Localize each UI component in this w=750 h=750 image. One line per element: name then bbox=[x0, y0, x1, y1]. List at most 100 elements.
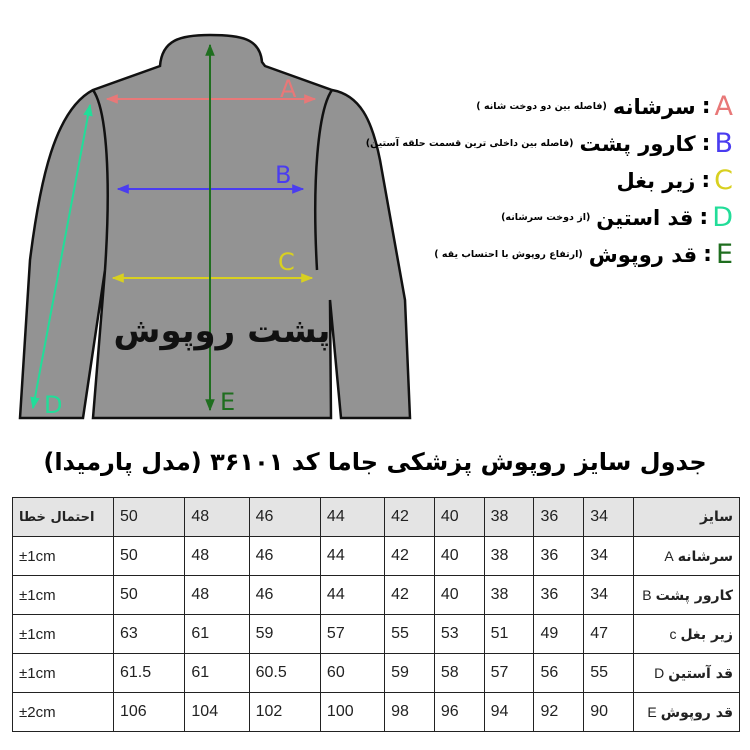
header-size-label: سایز bbox=[633, 497, 740, 537]
table-row: سرشانهA 34 36 38 40 42 44 46 48 50 ±1cm bbox=[12, 536, 740, 576]
error-cell: ±2cm bbox=[12, 692, 114, 732]
marker-b: B bbox=[275, 161, 291, 189]
value-cell: 96 bbox=[433, 692, 485, 732]
value-cell: 48 bbox=[184, 575, 250, 615]
legend-item: C: زیر بغل bbox=[366, 162, 733, 199]
value-cell: 90 bbox=[583, 692, 634, 732]
value-cell: 44 bbox=[319, 536, 386, 576]
value-cell: 40 bbox=[433, 575, 485, 615]
legend-note: (از دوخت سرشانه) bbox=[501, 212, 591, 223]
legend-colon: : bbox=[703, 242, 712, 267]
size-table: سایز 34 36 38 40 42 44 46 48 50 احتمال خطا سرشانهA 3… bbox=[12, 497, 740, 732]
value-cell: 58 bbox=[433, 653, 485, 693]
value-cell: 55 bbox=[583, 653, 634, 693]
legend-note: (ارتفاع روپوش با احتساب یقه ) bbox=[434, 249, 583, 260]
row-label-cell: قد روپوشE bbox=[633, 692, 740, 732]
size-table-title: جدول سایز روپوش پزشکی جاما کد ۳۶۱۰۱ (مدل… bbox=[43, 448, 707, 476]
table-header-row: سایز 34 36 38 40 42 44 46 48 50 احتمال خطا bbox=[12, 497, 740, 537]
table-row: زیر بغلc 47 49 51 53 55 57 59 61 63 ±1cm bbox=[12, 614, 740, 654]
value-cell: 61 bbox=[184, 653, 250, 693]
legend-note: (فاصله بین داخلی ترین قسمت حلقه آستین) bbox=[365, 138, 574, 149]
legend-note: (فاصله بین دو دوخت شانه ) bbox=[476, 101, 607, 112]
value-cell: 34 bbox=[583, 536, 634, 576]
legend-title: قد روپوش bbox=[588, 242, 698, 267]
header-error-label: احتمال خطا bbox=[12, 497, 114, 537]
value-cell: 104 bbox=[184, 692, 250, 732]
marker-c: C bbox=[278, 248, 295, 276]
value-cell: 56 bbox=[533, 653, 585, 693]
value-cell: 50 bbox=[112, 536, 186, 576]
legend-letter: E bbox=[715, 239, 733, 270]
garment-diagram: A B C D E پشت روپوش bbox=[18, 33, 412, 420]
table-row: قد آستینD 55 56 57 58 59 60 60.5 61 61.5 ±1cm bbox=[12, 653, 740, 693]
header-size-cell: 36 bbox=[533, 497, 585, 537]
legend-title: کارور پشت bbox=[579, 131, 696, 156]
value-cell: 60 bbox=[319, 653, 386, 693]
marker-e: E bbox=[220, 388, 235, 416]
header-size-cell: 48 bbox=[184, 497, 250, 537]
legend-item: A: سرشانه (فاصله بین دو دوخت شانه ) bbox=[366, 88, 733, 125]
marker-d: D bbox=[44, 391, 62, 419]
legend-title: زیر بغل bbox=[616, 168, 696, 193]
legend-letter: B bbox=[714, 128, 733, 159]
row-label-cell: قد آستینD bbox=[633, 653, 740, 693]
measurement-legend: A: سرشانه (فاصله بین دو دوخت شانه ) B: کارو… bbox=[366, 88, 733, 273]
value-cell: 48 bbox=[184, 536, 250, 576]
value-cell: 44 bbox=[319, 575, 386, 615]
value-cell: 53 bbox=[433, 614, 485, 654]
value-cell: 46 bbox=[248, 536, 321, 576]
value-cell: 42 bbox=[384, 575, 435, 615]
error-cell: ±1cm bbox=[12, 614, 114, 654]
value-cell: 49 bbox=[533, 614, 585, 654]
table-row: کارور پشتB 34 36 38 40 42 44 46 48 50 ±1cm bbox=[12, 575, 740, 615]
value-cell: 94 bbox=[483, 692, 535, 732]
row-label: زیر بغل bbox=[680, 626, 733, 643]
value-cell: 57 bbox=[319, 614, 386, 654]
row-label-cell: کارور پشتB bbox=[633, 575, 740, 615]
legend-title: قد استین bbox=[596, 205, 694, 230]
value-cell: 36 bbox=[533, 575, 585, 615]
table-row: قد روپوشE 90 92 94 96 98 100 102 104 106 ±2cm bbox=[12, 692, 740, 732]
arrow-d bbox=[30, 103, 93, 410]
value-cell: 59 bbox=[248, 614, 321, 654]
row-label-cell: سرشانهA bbox=[633, 536, 740, 576]
marker-a: A bbox=[280, 75, 297, 103]
row-label: کارور پشت bbox=[655, 587, 733, 604]
header-size-cell: 42 bbox=[384, 497, 435, 537]
legend-item: D: قد استین (از دوخت سرشانه) bbox=[366, 199, 733, 236]
value-cell: 100 bbox=[319, 692, 386, 732]
row-label: قد روپوش bbox=[660, 704, 733, 721]
legend-letter: A bbox=[714, 91, 733, 122]
legend-letter: D bbox=[712, 202, 733, 233]
legend-colon: : bbox=[701, 168, 711, 193]
value-cell: 36 bbox=[533, 536, 585, 576]
legend-colon: : bbox=[701, 131, 711, 156]
legend-item: E: قد روپوش (ارتفاع روپوش با احتساب یقه ) bbox=[366, 236, 733, 273]
value-cell: 47 bbox=[583, 614, 634, 654]
header-size-cell: 44 bbox=[319, 497, 386, 537]
value-cell: 92 bbox=[533, 692, 585, 732]
value-cell: 38 bbox=[483, 575, 535, 615]
right-armhole-seam bbox=[314, 89, 334, 271]
value-cell: 40 bbox=[433, 536, 485, 576]
header-size-cell: 38 bbox=[483, 497, 535, 537]
legend-title: سرشانه bbox=[612, 94, 696, 119]
value-cell: 106 bbox=[112, 692, 186, 732]
header-size-cell: 34 bbox=[583, 497, 634, 537]
row-label-cell: زیر بغلc bbox=[633, 614, 740, 654]
error-cell: ±1cm bbox=[12, 653, 114, 693]
row-code: D bbox=[654, 664, 665, 681]
legend-letter: C bbox=[714, 165, 733, 196]
value-cell: 50 bbox=[112, 575, 186, 615]
value-cell: 60.5 bbox=[248, 653, 321, 693]
value-cell: 34 bbox=[583, 575, 634, 615]
value-cell: 55 bbox=[384, 614, 435, 654]
legend-colon: : bbox=[701, 94, 711, 119]
legend-colon: : bbox=[699, 205, 709, 230]
header-size-cell: 40 bbox=[433, 497, 485, 537]
value-cell: 42 bbox=[384, 536, 435, 576]
value-cell: 59 bbox=[384, 653, 435, 693]
row-code: E bbox=[647, 703, 657, 720]
back-label: پشت روپوش bbox=[114, 311, 331, 351]
value-cell: 63 bbox=[112, 614, 186, 654]
